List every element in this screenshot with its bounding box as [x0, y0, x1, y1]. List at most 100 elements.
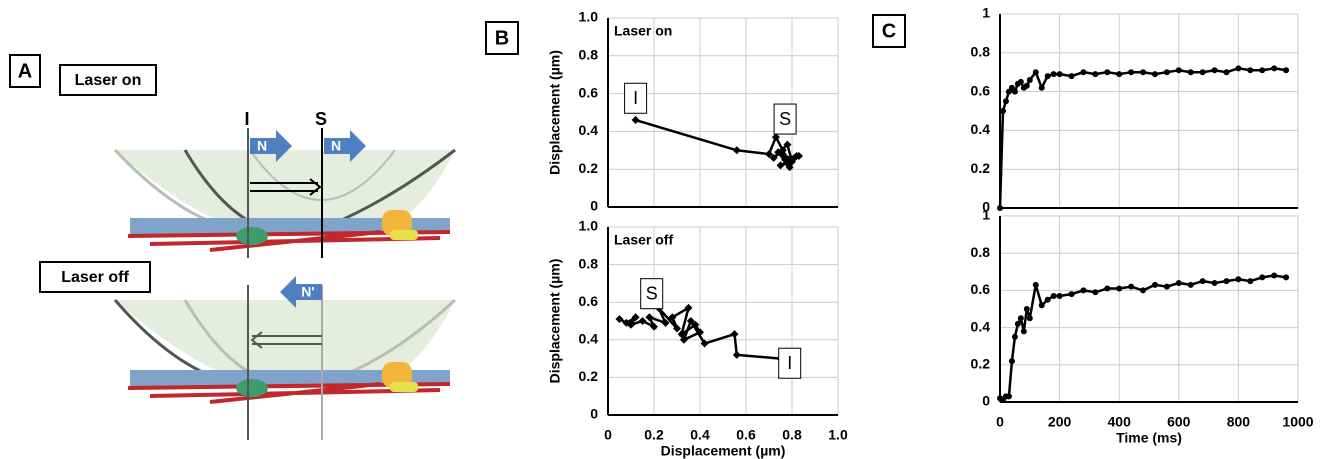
point [1092, 71, 1099, 78]
point [1247, 67, 1254, 74]
point [1259, 274, 1266, 281]
point [1050, 71, 1057, 78]
y-tick-label: 0 [982, 393, 990, 409]
membrane [130, 218, 450, 234]
point [1259, 67, 1266, 74]
arrow-label: N' [301, 284, 314, 300]
annotation: I [787, 353, 792, 373]
point [1211, 67, 1218, 74]
annotation: S [646, 283, 658, 303]
y-tick-label: 0.6 [579, 84, 599, 100]
point [1163, 69, 1170, 76]
protein [382, 210, 412, 236]
point [1038, 302, 1045, 309]
point [684, 303, 693, 312]
marker-label: S [315, 109, 327, 129]
point [769, 153, 778, 162]
arrow [280, 276, 322, 308]
point [1011, 333, 1018, 340]
y-axis-label: Displacement (µm) [547, 50, 563, 175]
label-box [39, 261, 151, 293]
plot-frame [999, 215, 1299, 403]
annotation: S [779, 109, 791, 129]
point [1020, 328, 1027, 335]
x-axis-label: Time (ms) [1116, 430, 1182, 446]
x-tick-label: 1000 [1282, 414, 1313, 430]
point [732, 350, 741, 359]
point [1271, 272, 1278, 279]
point [679, 335, 688, 344]
point [691, 320, 700, 329]
point [771, 133, 780, 142]
panel-label: C [882, 20, 896, 42]
point [1140, 287, 1147, 294]
protein [390, 382, 418, 392]
point [700, 339, 709, 348]
point [1092, 289, 1099, 296]
x-tick-label: 1.0 [828, 427, 848, 443]
point [1187, 281, 1194, 288]
point [999, 108, 1006, 114]
point [1023, 306, 1030, 312]
point [1116, 71, 1123, 78]
point [1068, 291, 1075, 298]
y-tick-label: 0.8 [971, 244, 991, 260]
point [732, 146, 741, 155]
point [673, 324, 681, 333]
panel-label: A [18, 60, 32, 82]
y-tick-label: 0.2 [971, 356, 991, 372]
y-tick-label: 0.2 [579, 160, 599, 176]
point [1017, 315, 1024, 322]
annotation: I [633, 88, 638, 108]
displacement-arrow [250, 331, 322, 349]
point [1056, 71, 1063, 78]
x-tick-label: 0.4 [690, 427, 710, 443]
y-tick-label: 0.8 [971, 44, 991, 60]
point [638, 317, 647, 325]
y-tick-label: 0.2 [579, 368, 599, 384]
x-tick-label: 600 [1167, 414, 1191, 430]
point [1050, 292, 1057, 299]
y-tick-label: 0 [982, 199, 990, 215]
point [1283, 67, 1290, 74]
arrow-label: N [257, 138, 267, 154]
point [783, 140, 792, 149]
point [1163, 283, 1170, 290]
annotation-box [640, 278, 664, 310]
plot-frame [999, 13, 1299, 209]
point [668, 313, 677, 322]
point [627, 320, 635, 329]
point [1080, 287, 1087, 294]
point [1151, 71, 1158, 78]
x-tick-label: 0 [996, 414, 1004, 430]
marker-label: I [244, 109, 249, 129]
x-tick-label: 200 [1048, 414, 1072, 430]
point [1026, 315, 1033, 322]
x-tick-label: 0.2 [644, 427, 664, 443]
point [631, 313, 640, 322]
point [1187, 69, 1194, 76]
point [1002, 98, 1009, 105]
point [1199, 69, 1206, 76]
point [1223, 69, 1230, 76]
point [1140, 69, 1147, 76]
x-tick-label: 0.8 [782, 427, 802, 443]
point [1044, 296, 1051, 303]
point [1011, 88, 1018, 95]
x-tick-label: 0 [604, 427, 612, 443]
arrow-label: N [331, 138, 341, 154]
panel-label-box [9, 54, 41, 88]
x-tick-label: 0.6 [736, 427, 756, 443]
data-line [618, 305, 798, 366]
x-tick-label: 400 [1108, 414, 1132, 430]
point [1223, 278, 1230, 285]
y-tick-label: 0.6 [971, 281, 991, 297]
plot-title: Laser on [614, 23, 672, 39]
point [645, 313, 654, 322]
panel-a: A Laser on I S N N Laser off [9, 54, 457, 440]
panel-label-box [485, 21, 519, 55]
point [1175, 279, 1182, 286]
arrow [324, 130, 366, 162]
y-tick-label: 0.4 [971, 121, 991, 137]
